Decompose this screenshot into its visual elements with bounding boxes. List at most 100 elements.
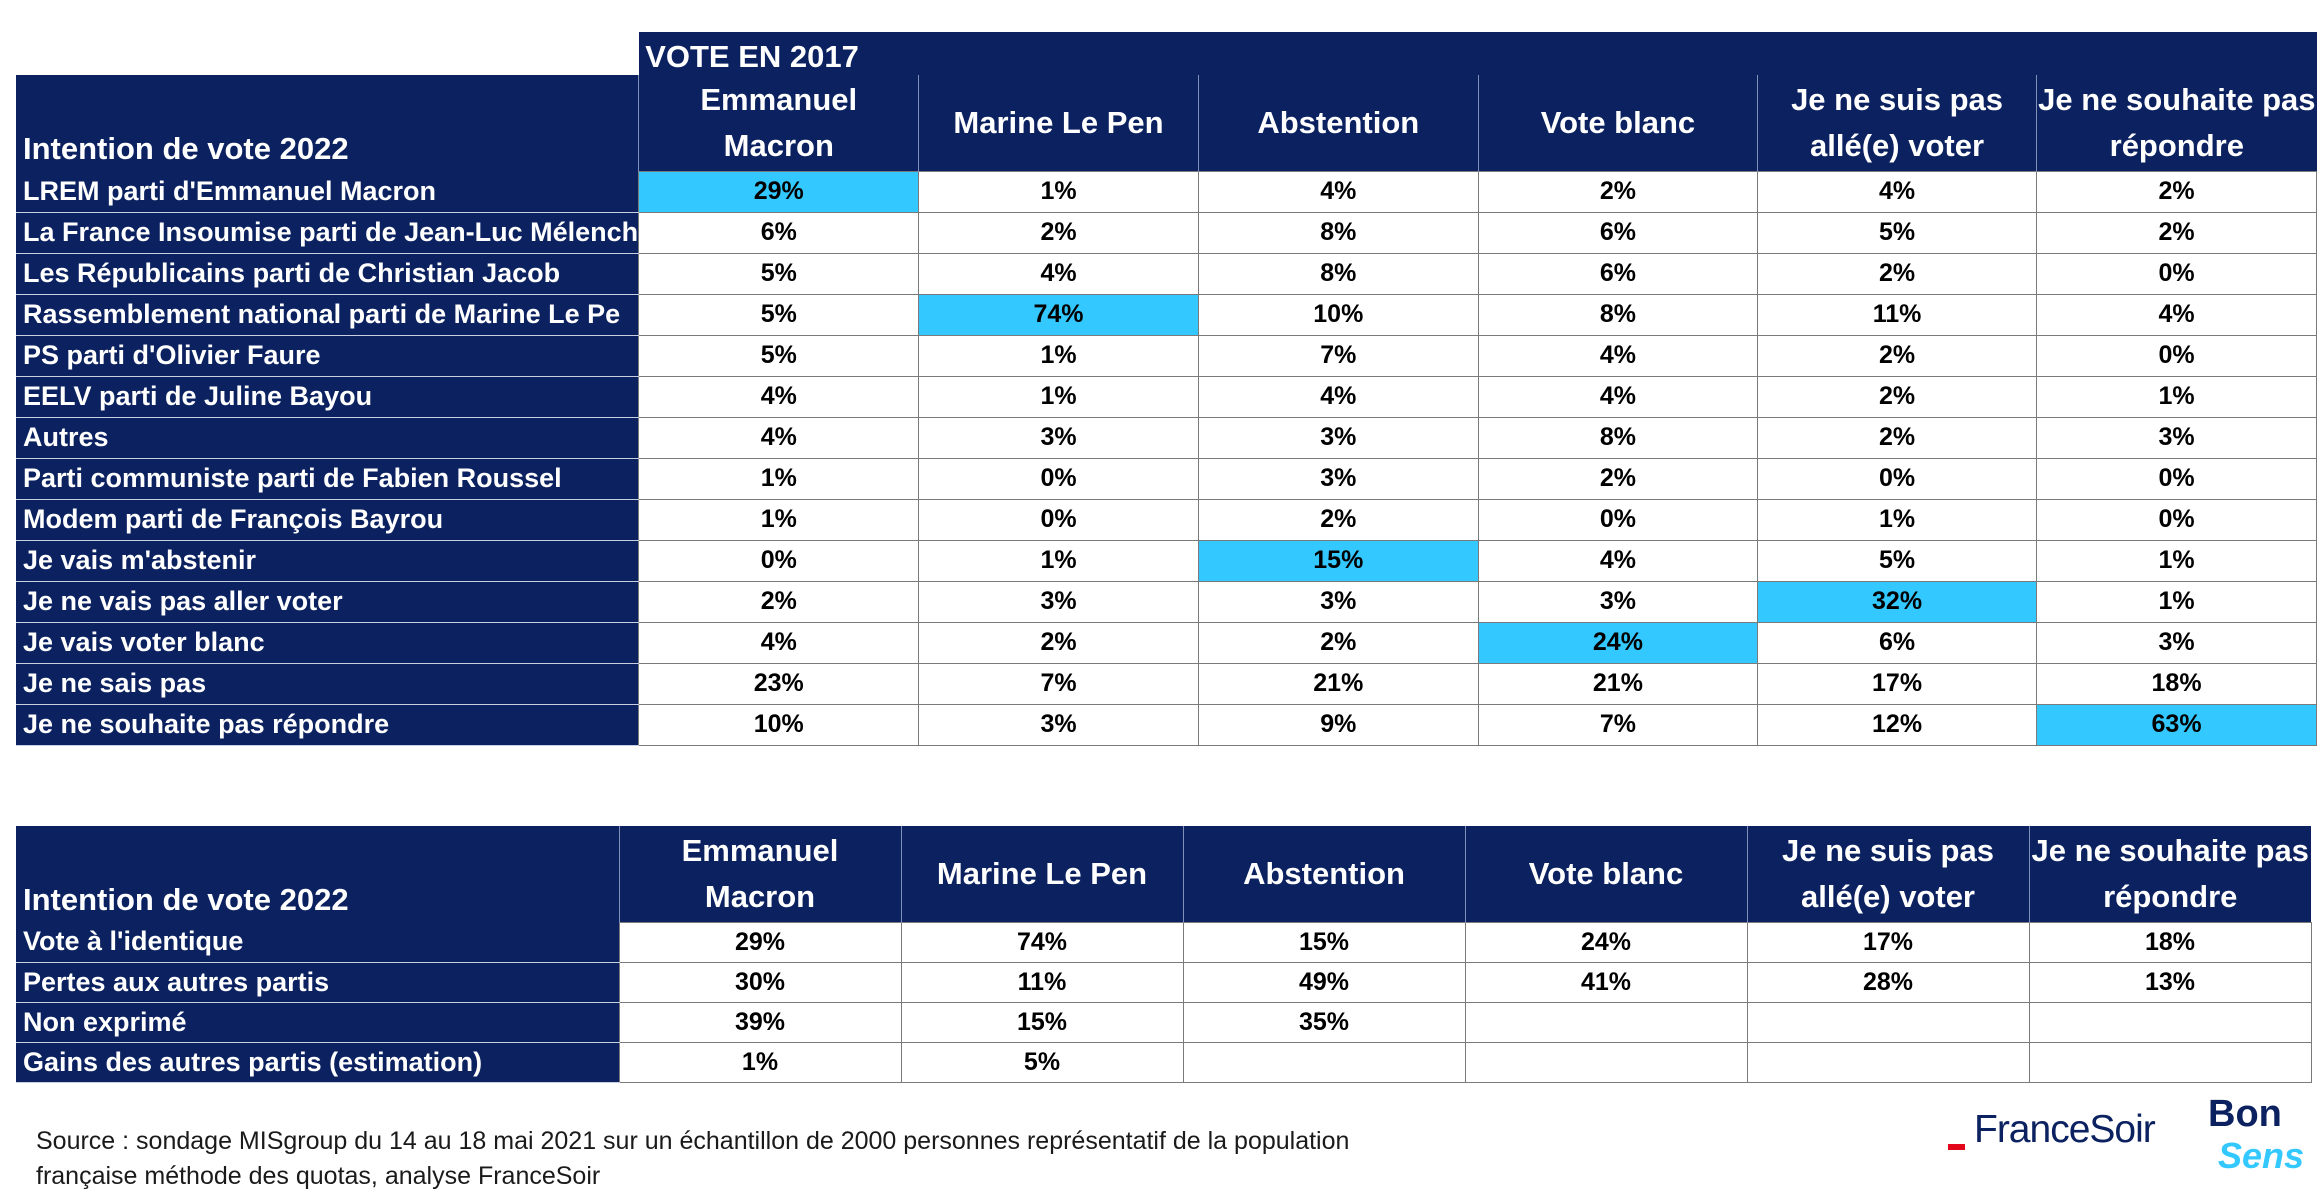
column-header: Marine Le Pen (918, 75, 1199, 171)
value-cell: 0% (918, 457, 1199, 500)
table-row: Pertes aux autres partis 30% 11% 49% 41% 28% 1… (16, 961, 2312, 1003)
value-cell: 21% (1197, 662, 1479, 705)
column-header: Je ne suis pas allé(e) voter (1746, 826, 2029, 922)
table-row: Non exprimé 39% 15% 35% (16, 1001, 2312, 1043)
value-cell: 6% (638, 211, 920, 254)
value-cell: 17% (1746, 921, 2030, 963)
value-cell: 0% (2036, 334, 2317, 377)
bonsens-logo-bottom: Sens (2218, 1135, 2304, 1176)
value-cell: 2% (638, 580, 920, 623)
row-label: Modem parti de François Bayrou (16, 499, 639, 541)
value-cell: 1% (918, 375, 1199, 418)
vote-2017-title: VOTE EN 2017 (638, 32, 2317, 75)
value-cell: 5% (1756, 539, 2038, 582)
value-cell: 2% (1756, 252, 2038, 295)
table-row: Je ne souhaite pas répondre 10% 3% 9% 7% 12% 6… (16, 703, 2317, 746)
column-header-line: Emmanuel (700, 81, 858, 117)
value-cell: 8% (1477, 416, 1758, 459)
value-cell: 3% (918, 703, 1199, 746)
table-row: Autres 4% 3% 3% 8% 2% 3% (16, 416, 2317, 459)
value-cell: 1% (1756, 498, 2038, 541)
value-cell: 1% (638, 498, 920, 541)
value-cell: 3% (918, 580, 1199, 623)
value-cell: 0% (638, 539, 920, 582)
table-row: Parti communiste parti de Fabien Roussel… (16, 457, 2317, 500)
table-row: Gains des autres partis (estimation) 1% 5% (16, 1041, 2312, 1083)
column-header-row: Intention de vote 2022 Emmanuel Macron Mar… (16, 826, 2311, 922)
value-cell: 5% (638, 252, 920, 295)
value-cell: 3% (918, 416, 1199, 459)
column-header-line: Abstention (1257, 104, 1420, 140)
value-cell: 5% (1756, 211, 2038, 254)
value-cell: 0% (2036, 252, 2317, 295)
value-cell: 8% (1197, 211, 1479, 254)
highlighted-value-cell: 29% (638, 170, 920, 213)
value-cell: 2% (918, 621, 1199, 664)
row-header-title: Intention de vote 2022 (16, 75, 639, 171)
value-cell: 1% (2036, 580, 2317, 623)
bonsens-logo-top: Bon (2208, 1093, 2282, 1135)
column-header: Marine Le Pen (900, 826, 1183, 922)
value-cell (1464, 1041, 1748, 1083)
value-cell: 2% (2036, 170, 2317, 213)
vote-transfer-table: VOTE EN 2017 Intention de vote 2022 Emma… (16, 32, 2317, 746)
row-label: Je ne sais pas (16, 663, 639, 705)
value-cell: 3% (1197, 580, 1479, 623)
value-cell: 29% (618, 921, 902, 963)
value-cell: 30% (618, 961, 902, 1003)
value-cell: 1% (2036, 375, 2317, 418)
row-label: Je vais voter blanc (16, 622, 639, 664)
row-label: Les Républicains parti de Christian Jaco… (16, 253, 639, 295)
value-cell: 0% (1756, 457, 2038, 500)
column-header-line: allé(e) voter (1800, 878, 1975, 914)
value-cell: 18% (2036, 662, 2317, 705)
row-header-title: Intention de vote 2022 (16, 826, 619, 922)
table-row: Je ne vais pas aller voter 2% 3% 3% 3% 32% 1% (16, 580, 2317, 623)
table-row: Rassemblement national parti de Marine L… (16, 293, 2317, 336)
value-cell: 4% (2036, 293, 2317, 336)
column-header: Emmanuel Macron (638, 75, 919, 171)
value-cell (2028, 1001, 2312, 1043)
column-header-line: Vote blanc (1528, 855, 1684, 891)
source-line: Source : sondage MISgroup du 14 au 18 ma… (36, 1127, 1350, 1155)
source-line: française méthode des quotas, analyse Fr… (36, 1162, 601, 1190)
row-label: Rassemblement national parti de Marine L… (16, 294, 639, 336)
row-label: Je ne vais pas aller voter (16, 581, 639, 623)
column-header-line: Je ne souhaite pas (2031, 832, 2309, 868)
value-cell: 11% (1756, 293, 2038, 336)
value-cell (1746, 1001, 2030, 1043)
column-header: Abstention (1197, 75, 1479, 171)
value-cell: 2% (918, 211, 1199, 254)
value-cell: 2% (1477, 457, 1758, 500)
value-cell: 3% (2036, 416, 2317, 459)
value-cell: 3% (1197, 457, 1479, 500)
value-cell: 5% (900, 1041, 1184, 1083)
value-cell (1464, 1001, 1748, 1043)
table-row: Je vais m'abstenir 0% 1% 15% 4% 5% 1% (16, 539, 2317, 582)
value-cell: 4% (918, 252, 1199, 295)
francesoir-logo-mark (1948, 1144, 1965, 1150)
row-label: La France Insoumise parti de Jean-Luc Mé… (16, 212, 639, 254)
column-header-line: allé(e) voter (1810, 127, 1985, 163)
value-cell: 1% (918, 539, 1199, 582)
value-cell (1182, 1041, 1466, 1083)
value-cell: 15% (1182, 921, 1466, 963)
table-row: LREM parti d'Emmanuel Macron 29% 1% 4% 2% 4% 2… (16, 170, 2317, 213)
value-cell: 3% (1477, 580, 1758, 623)
value-cell: 4% (1477, 375, 1758, 418)
row-label: Autres (16, 417, 639, 459)
column-header: Je ne suis pas allé(e) voter (1756, 75, 2037, 171)
value-cell: 41% (1464, 961, 1748, 1003)
value-cell: 4% (1197, 170, 1479, 213)
column-header-row: Intention de vote 2022 Emmanuel Macron Mar… (16, 75, 2317, 171)
column-header-line: Macron (704, 878, 816, 914)
source-note: Source : sondage MISgroup du 14 au 18 ma… (36, 1124, 1496, 1194)
column-header: Emmanuel Macron (618, 826, 901, 922)
value-cell: 39% (618, 1001, 902, 1043)
value-cell: 1% (918, 170, 1199, 213)
value-cell: 7% (918, 662, 1199, 705)
value-cell: 0% (918, 498, 1199, 541)
highlighted-value-cell: 74% (918, 293, 1199, 336)
value-cell (1746, 1041, 2030, 1083)
value-cell: 6% (1477, 252, 1758, 295)
